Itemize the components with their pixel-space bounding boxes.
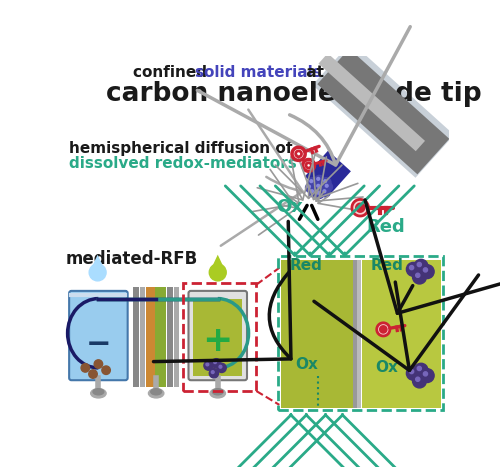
- Polygon shape: [318, 49, 450, 174]
- Circle shape: [310, 180, 312, 183]
- Circle shape: [321, 188, 330, 197]
- FancyBboxPatch shape: [188, 291, 247, 380]
- Text: carbon nanoelectrode tip: carbon nanoelectrode tip: [106, 81, 482, 107]
- Text: mediated-RFB: mediated-RFB: [66, 250, 198, 268]
- Bar: [140, 287, 145, 387]
- Circle shape: [210, 368, 218, 378]
- Bar: [354, 260, 357, 408]
- Bar: [278, 256, 444, 410]
- Circle shape: [94, 360, 102, 368]
- Ellipse shape: [151, 389, 162, 395]
- Circle shape: [317, 191, 320, 194]
- Circle shape: [315, 182, 324, 191]
- Circle shape: [81, 364, 90, 372]
- Circle shape: [406, 366, 420, 380]
- Circle shape: [315, 176, 324, 184]
- Bar: [357, 260, 361, 408]
- Polygon shape: [356, 204, 364, 212]
- Circle shape: [417, 367, 422, 370]
- Circle shape: [414, 259, 428, 273]
- Bar: [167, 287, 173, 387]
- Bar: [146, 287, 154, 387]
- Circle shape: [412, 374, 426, 388]
- Text: Ox: Ox: [295, 356, 318, 372]
- Polygon shape: [352, 199, 368, 216]
- Circle shape: [410, 266, 414, 269]
- Circle shape: [323, 190, 326, 192]
- Circle shape: [306, 183, 315, 192]
- Circle shape: [317, 177, 320, 180]
- Text: Red: Red: [370, 258, 404, 273]
- Bar: [174, 287, 179, 387]
- Ellipse shape: [210, 389, 226, 398]
- Polygon shape: [318, 53, 425, 151]
- Circle shape: [424, 372, 428, 376]
- Circle shape: [210, 264, 226, 281]
- Circle shape: [417, 262, 422, 267]
- Circle shape: [406, 262, 420, 276]
- Circle shape: [323, 182, 332, 191]
- Circle shape: [217, 363, 226, 373]
- Circle shape: [317, 184, 320, 187]
- Circle shape: [308, 185, 310, 188]
- Bar: [193, 298, 242, 375]
- Circle shape: [219, 365, 222, 368]
- Circle shape: [315, 189, 324, 198]
- Circle shape: [206, 363, 208, 366]
- Text: at: at: [301, 65, 324, 80]
- Circle shape: [204, 361, 213, 370]
- Circle shape: [310, 190, 314, 192]
- Bar: [156, 287, 166, 387]
- Circle shape: [214, 361, 216, 363]
- Polygon shape: [305, 151, 351, 197]
- Circle shape: [102, 366, 110, 375]
- Ellipse shape: [93, 389, 104, 395]
- Bar: [183, 283, 256, 391]
- Polygon shape: [312, 42, 454, 178]
- Circle shape: [424, 268, 428, 272]
- Polygon shape: [212, 255, 224, 268]
- Text: dissolved redox-mediators: dissolved redox-mediators: [69, 156, 297, 171]
- Circle shape: [420, 368, 434, 382]
- Circle shape: [322, 178, 331, 187]
- Circle shape: [212, 359, 221, 368]
- Circle shape: [410, 369, 414, 374]
- Text: Ox: Ox: [276, 198, 303, 216]
- Circle shape: [308, 178, 317, 187]
- Text: confined: confined: [133, 65, 212, 80]
- Circle shape: [412, 270, 426, 284]
- Circle shape: [326, 184, 328, 187]
- Polygon shape: [376, 323, 390, 336]
- Ellipse shape: [148, 389, 164, 398]
- Polygon shape: [92, 255, 104, 268]
- Text: Ox: Ox: [376, 361, 398, 375]
- Text: +: +: [202, 324, 233, 358]
- Circle shape: [414, 363, 428, 377]
- Circle shape: [416, 273, 420, 277]
- Bar: [362, 260, 441, 408]
- Circle shape: [212, 371, 214, 374]
- Bar: [281, 260, 352, 408]
- Text: −: −: [86, 330, 111, 359]
- Text: hemispherical diffusion of: hemispherical diffusion of: [69, 141, 292, 156]
- Circle shape: [416, 377, 420, 382]
- Circle shape: [308, 188, 318, 197]
- Text: Red: Red: [366, 218, 405, 236]
- Circle shape: [420, 265, 434, 279]
- Ellipse shape: [212, 389, 223, 395]
- FancyBboxPatch shape: [69, 291, 128, 380]
- Bar: [133, 287, 139, 387]
- Text: Red: Red: [290, 258, 322, 273]
- Circle shape: [89, 264, 106, 281]
- Ellipse shape: [90, 389, 106, 398]
- Text: solid materials: solid materials: [194, 65, 322, 80]
- Polygon shape: [380, 326, 386, 333]
- Circle shape: [89, 370, 97, 378]
- Circle shape: [324, 180, 326, 183]
